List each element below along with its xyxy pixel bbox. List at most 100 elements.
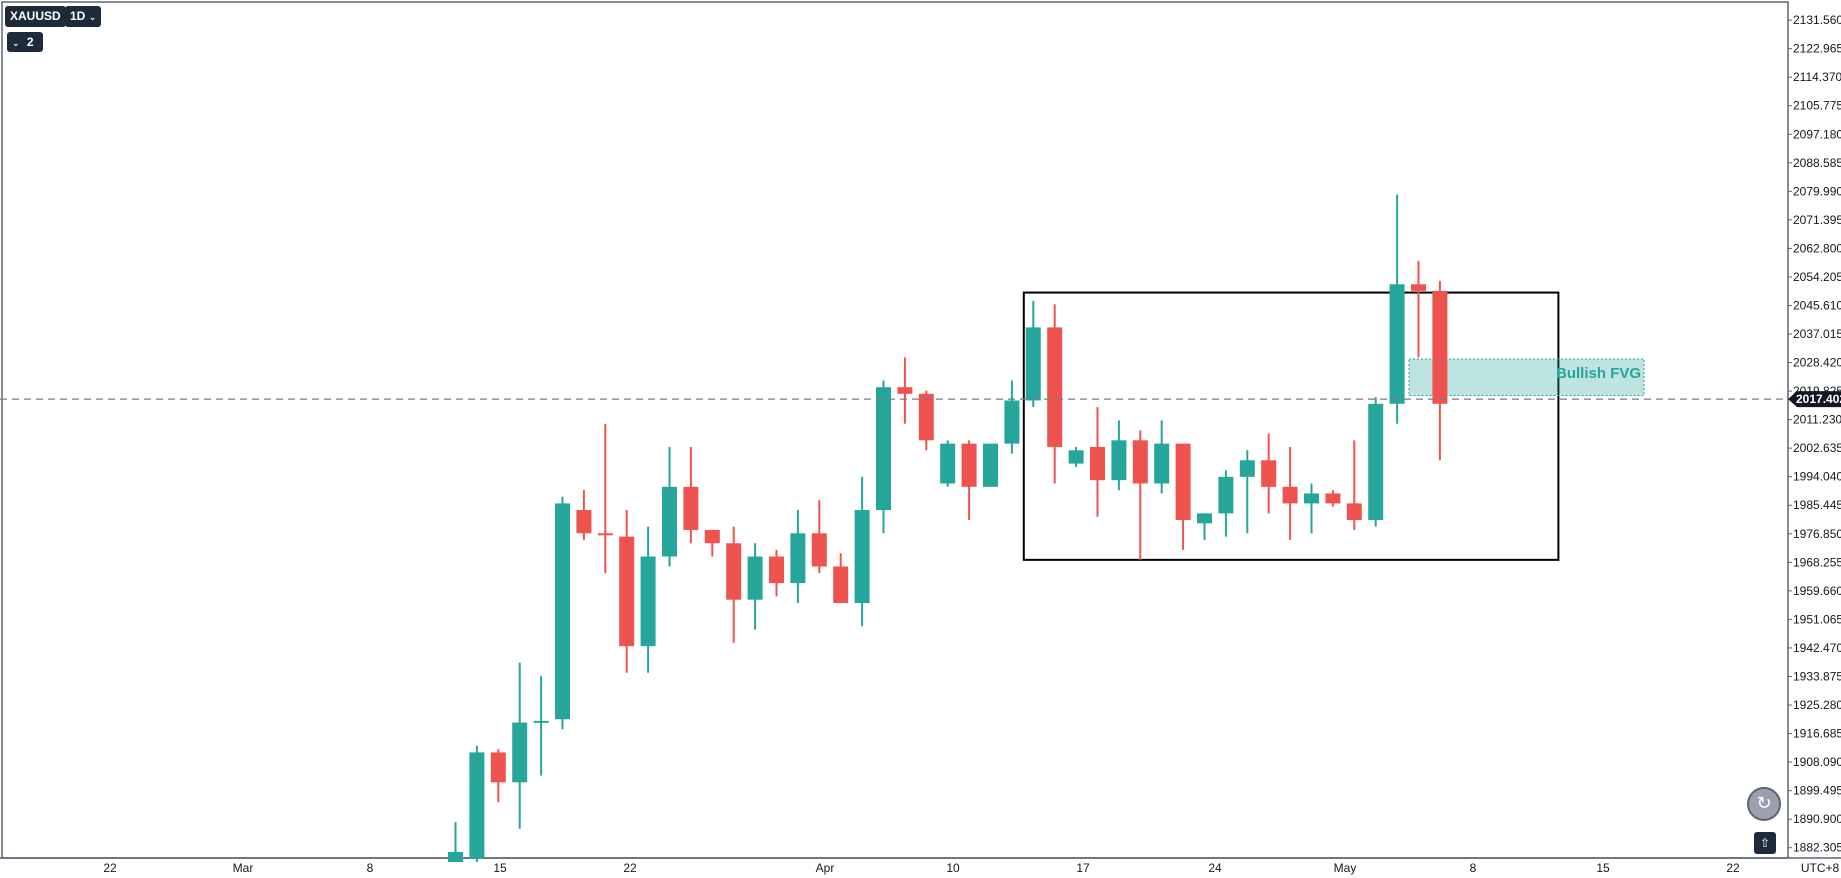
price-tick-label: 1994.040 [1793,470,1841,484]
price-tick-label: 1890.900 [1793,812,1841,826]
current-price-label: 2017.402 [1796,392,1841,406]
candle [1368,397,1384,527]
candle-body [1154,443,1170,484]
candle [1389,194,1405,424]
price-tick-label: 1985.445 [1793,498,1841,512]
candle [1411,261,1426,358]
plot-border [1,1,1789,859]
symbol-label: XAUUSD [10,9,61,23]
price-tick-label: 1942.470 [1793,641,1841,655]
candle-body [790,533,806,584]
indicators-toggle-button[interactable]: ⌄ 2 [7,32,43,52]
candle-body [1025,327,1041,401]
price-tick-label: 1976.850 [1793,527,1841,541]
candle-body [1304,493,1319,504]
price-tick-label: 1899.495 [1793,784,1841,798]
time-tick-label: Apr [816,861,835,875]
candle [769,549,784,597]
candle [1325,490,1341,507]
candle [619,510,635,673]
candle [490,749,506,803]
price-tick-label: 2114.370 [1793,70,1841,84]
price-tick-label: 1933.875 [1793,669,1841,683]
candle-body [1282,486,1298,504]
auto-scale-icon[interactable]: ⇧ [1754,832,1776,854]
time-tick-label: May [1334,861,1357,875]
candle [683,446,699,544]
fvg-zone[interactable] [1408,358,1645,396]
candle-body [854,510,870,604]
interval-button[interactable]: 1D ⌄ [65,6,102,27]
candle [1047,304,1063,484]
candle-body [490,752,506,783]
candle [704,529,720,557]
candle-body [1090,446,1105,481]
candle-body [1389,284,1405,404]
fvg-label: Bullish FVG [1556,365,1641,382]
price-tick-label: 2088.585 [1793,156,1841,170]
timezone-label[interactable]: UTC+8 [1801,861,1840,875]
candle-body [1346,503,1362,521]
chart-frame [0,1,1841,859]
candle [1090,407,1105,517]
candle [790,510,806,604]
candle-body [1325,493,1341,504]
candle-body [876,387,891,511]
range-box[interactable] [1022,291,1560,561]
price-tick-label: 2045.610 [1793,298,1841,312]
price-axis[interactable]: 2131.560 2122.965 2114.370 2105.775 2097.180… [1788,13,1841,855]
price-tick-label: 1908.090 [1793,755,1841,769]
candle-body [1368,403,1384,521]
candle [1197,513,1212,540]
time-tick-label: 8 [1470,861,1477,875]
time-tick-label: 8 [367,861,374,875]
candle [1175,443,1191,550]
candle-body [1068,450,1084,464]
current-price-badge [1788,391,1841,408]
candle [983,443,998,487]
candle [1218,470,1234,537]
candle-body [726,543,742,600]
price-tick-label: 2105.775 [1793,99,1841,113]
candle-body [619,536,635,647]
time-tick-label: 10 [946,861,960,875]
candle [1346,440,1362,530]
candle-body [1197,513,1212,524]
price-tick-label: 1968.255 [1793,555,1841,569]
candle-body [1132,440,1148,484]
chevron-down-icon: ⌄ [12,39,20,49]
price-tick-label: 2037.015 [1793,327,1841,341]
candle-body [940,443,956,484]
price-tick-label: 2054.205 [1793,270,1841,284]
candle [811,500,827,574]
candle [555,496,570,730]
time-tick-label: 24 [1208,861,1222,875]
time-tick-label: 15 [1596,861,1610,875]
price-tick-label: 2097.180 [1793,127,1841,141]
candle [1132,430,1148,560]
candle [512,662,528,829]
reset-chart-icon[interactable]: ↻ [1747,787,1781,821]
candle-body [811,533,827,567]
candle [1432,280,1448,461]
price-tick-label: 2062.800 [1793,241,1841,255]
candle [833,553,849,604]
candle [597,423,613,574]
price-tick-label: 1925.280 [1793,698,1841,712]
candle [640,526,656,673]
candle-body [1175,443,1191,521]
candle-body [512,722,528,783]
candle-body [833,566,849,604]
symbol-badge[interactable]: XAUUSD [5,6,66,27]
price-tick-label: 2011.230 [1793,413,1841,427]
time-tick-label: 17 [1076,861,1090,875]
candle [1068,446,1084,467]
candle-body [597,533,613,536]
candle-body [747,556,763,600]
candle-body [1218,476,1234,514]
candle [533,676,549,776]
time-axis[interactable]: 22 Mar 8 15 22 Apr 10 17 24 May 8 15 22 UTC+8 [103,861,1839,875]
candle [662,446,677,567]
price-tick-label: 1882.305 [1793,841,1841,855]
